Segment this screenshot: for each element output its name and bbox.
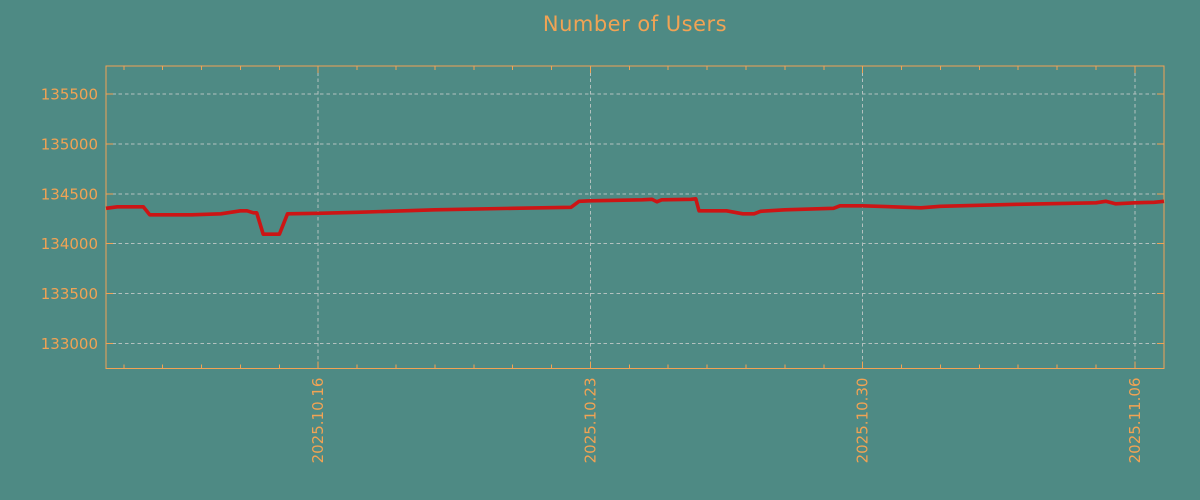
tick-labels: 135500 135000 134500 134000 133500 133000 2025… — [41, 85, 1144, 463]
x-tick-label: 2025.10.23 — [581, 378, 599, 464]
gridlines — [106, 66, 1164, 369]
x-tick-label: 2025.11.06 — [1126, 378, 1144, 464]
x-tick-label: 2025.10.16 — [309, 378, 327, 464]
x-tick-label: 2025.10.30 — [854, 378, 872, 464]
y-tick-label: 135500 — [41, 85, 98, 103]
y-tick-label: 134500 — [41, 185, 98, 203]
y-tick-label: 133000 — [41, 335, 98, 353]
axis-frame — [106, 66, 1164, 369]
y-tick-label: 135000 — [41, 135, 98, 153]
series-line — [105, 197, 1165, 236]
chart-title: Number of Users — [542, 12, 728, 36]
plot-border — [105, 65, 1165, 369]
y-tick-label: 134000 — [41, 235, 98, 253]
y-tick-label: 133500 — [41, 285, 98, 303]
